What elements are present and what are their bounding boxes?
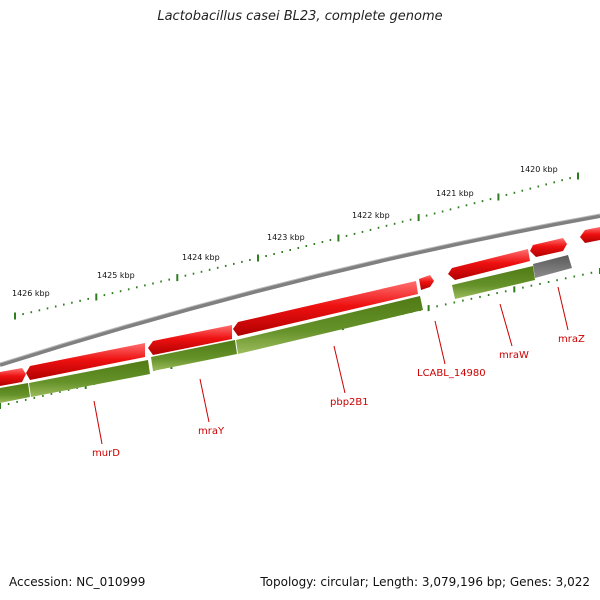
kbp-tick-label: 1423 kbp bbox=[267, 233, 305, 242]
reverse-strand bbox=[0, 255, 572, 403]
kbp-tick-label: 1421 kbp bbox=[436, 189, 474, 198]
forward-strand bbox=[0, 227, 600, 386]
kbp-tick-label: 1424 kbp bbox=[182, 253, 220, 262]
leader-line bbox=[499, 303, 513, 347]
pseudo-gene[interactable] bbox=[533, 255, 572, 278]
reverse-gene[interactable] bbox=[151, 340, 237, 371]
forward-gene[interactable] bbox=[419, 275, 434, 290]
kbp-tick-label: 1426 kbp bbox=[12, 289, 50, 298]
leader-line bbox=[93, 400, 103, 445]
genome-backbone-highlight bbox=[0, 213, 600, 364]
kbp-tick-label: 1425 kbp bbox=[97, 271, 135, 280]
leader-line bbox=[557, 286, 569, 331]
gene-label-lcabl-14980[interactable]: LCABL_14980 bbox=[417, 368, 486, 379]
map-title: Lactobacillus casei BL23, complete genom… bbox=[157, 9, 443, 24]
gene-labels: mraZ mraW LCABL_14980 pbp2B1 mraY murD bbox=[92, 334, 585, 459]
reverse-gene[interactable] bbox=[29, 360, 150, 397]
reverse-gene[interactable] bbox=[0, 383, 30, 403]
gene-label-mray[interactable]: mraY bbox=[198, 426, 225, 437]
gene-label-leaders bbox=[93, 286, 569, 445]
kbp-tick-label: 1422 kbp bbox=[352, 211, 390, 220]
kbp-tick-label: 1420 kbp bbox=[520, 165, 558, 174]
kbp-tick-labels: 1420 kbp 1421 kbp 1422 kbp 1423 kbp 1424… bbox=[12, 165, 558, 298]
gene-label-pbp2b1[interactable]: pbp2B1 bbox=[330, 397, 369, 408]
accession-text: Accession: NC_010999 bbox=[9, 575, 146, 589]
forward-gene[interactable] bbox=[0, 368, 26, 386]
leader-line bbox=[199, 378, 210, 423]
forward-gene[interactable] bbox=[448, 249, 530, 280]
forward-gene[interactable] bbox=[233, 281, 418, 336]
gene-label-mraw[interactable]: mraW bbox=[499, 350, 529, 361]
forward-gene[interactable] bbox=[580, 227, 600, 243]
gene-label-murd[interactable]: murD bbox=[92, 448, 120, 459]
forward-gene[interactable] bbox=[26, 343, 145, 380]
genome-summary-text: Topology: circular; Length: 3,079,196 bp… bbox=[260, 575, 590, 589]
leader-line bbox=[434, 320, 446, 365]
genome-backbone bbox=[0, 214, 600, 367]
leader-line bbox=[333, 345, 346, 394]
outer-tick-dots bbox=[14, 172, 579, 320]
reverse-gene[interactable] bbox=[452, 266, 535, 299]
reverse-gene[interactable] bbox=[236, 296, 423, 354]
gene-label-mraz[interactable]: mraZ bbox=[558, 334, 585, 345]
forward-gene[interactable] bbox=[148, 325, 232, 355]
forward-gene[interactable] bbox=[530, 238, 567, 257]
